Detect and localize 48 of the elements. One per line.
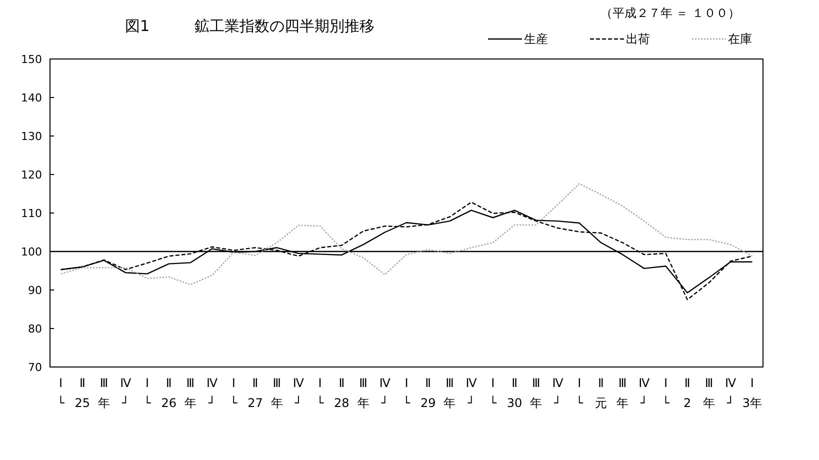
x-tick-label: Ⅳ ┘ [206, 376, 218, 410]
x-tick-label: Ⅱ 30 [506, 376, 522, 410]
x-tick-label: Ⅰ └ [316, 376, 324, 410]
y-tick-label: 110 [21, 207, 42, 220]
x-tick-label: Ⅳ ┘ [466, 376, 477, 410]
legend-label: 在庫 [728, 32, 752, 46]
x-tick-label: Ⅲ 年 [616, 376, 629, 410]
x-tick-label: Ⅲ 年 [530, 376, 542, 410]
x-tick-label: Ⅳ ┘ [552, 376, 564, 410]
x-tick-label: Ⅱ 元 [594, 376, 607, 410]
x-tick-label: Ⅱ 26 [161, 376, 176, 410]
x-tick-label: Ⅰ └ [489, 376, 498, 410]
y-tick-label: 70 [28, 361, 42, 374]
chart-title: 図1 鉱工業指数の四半期別推移 [125, 17, 375, 35]
x-tick-label: Ⅳ ┘ [725, 376, 736, 410]
x-tick-label: Ⅱ 25 [74, 376, 90, 410]
x-tick-label: Ⅲ 年 [357, 376, 370, 410]
x-tick-label: Ⅰ └ [402, 376, 411, 410]
x-tick-label: Ⅰ └ [230, 376, 238, 410]
x-tick-label: Ⅳ ┘ [292, 376, 304, 410]
x-tick-label: Ⅲ 年 [98, 376, 110, 410]
line-series [60, 183, 753, 286]
x-tick-label: Ⅱ 28 [334, 376, 350, 410]
x-tick-label: Ⅲ 年 [270, 376, 283, 410]
x-tick-label: Ⅳ ┘ [120, 376, 132, 410]
y-tick-label: 120 [21, 168, 42, 182]
y-tick-label: 100 [21, 246, 42, 258]
x-tick-label: Ⅰ └ [662, 376, 670, 410]
y-tick-label: 140 [21, 92, 42, 104]
x-tick-label: Ⅰ 3年 [742, 376, 762, 410]
x-tick-label: Ⅰ └ [144, 376, 152, 410]
x-tick-label: Ⅱ 2 [684, 376, 692, 410]
y-tick-label: 80 [28, 322, 42, 336]
y-tick-label: 90 [28, 284, 42, 297]
x-tick-label: Ⅲ 年 [702, 376, 715, 410]
x-tick-label: Ⅲ 年 [444, 376, 456, 410]
text: （平成２７年 ＝ １００） [600, 6, 740, 20]
x-tick-label: Ⅱ 27 [248, 376, 263, 410]
x-tick-label: Ⅰ └ [57, 376, 66, 410]
legend-label: 出荷 [626, 32, 650, 46]
x-tick-label: Ⅳ ┘ [638, 376, 650, 410]
x-tick-label: Ⅲ 年 [184, 376, 196, 410]
y-tick-label: 150 [21, 53, 42, 66]
y-tick-label: 130 [21, 130, 42, 143]
x-tick-label: Ⅰ └ [576, 376, 584, 410]
legend-label: 生産 [524, 32, 548, 46]
x-tick-label: Ⅳ ┘ [379, 376, 390, 410]
x-tick-label: Ⅱ 29 [420, 376, 436, 410]
